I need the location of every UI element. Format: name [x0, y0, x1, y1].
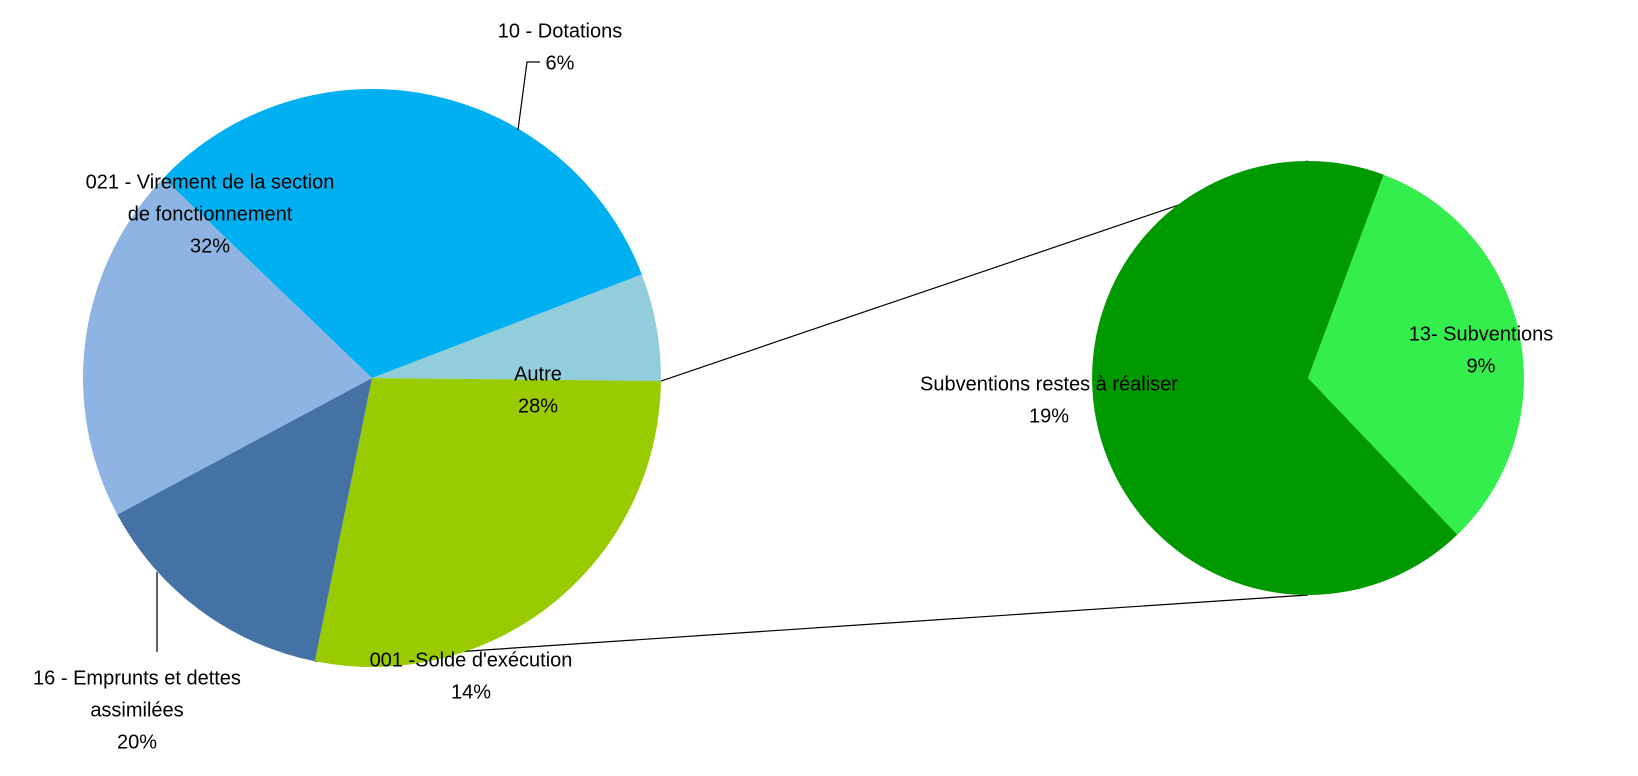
- main-slice-16-emprunts-et-dettes: [82, 177, 372, 515]
- main-pie: [82, 89, 661, 668]
- leader-lines: [156, 61, 540, 652]
- main-label-001-solde-d-execution: 001 -Solde d'exécution 14%: [370, 649, 573, 703]
- main-label-021-virement-de-la-section: 021 - Virement de la section de fonctionn…: [86, 171, 335, 257]
- connector-line-bottom: [314, 594, 1309, 662]
- main-label-10-dotations: 10 - Dotations 6%: [498, 20, 623, 74]
- data-labels: 10 - Dotations 6% Autre 28% 001 -Solde d'exé…: [33, 20, 1553, 753]
- main-slice-autre: [314, 378, 661, 668]
- secondary-label-13-subventions: 13- Subventions 9%: [1409, 323, 1554, 377]
- main-label-16-emprunts-et-dettes: 16 - Emprunts et dettes assimilées 20%: [33, 667, 241, 753]
- main-leader-10-dotations: [517, 61, 540, 131]
- secondary-pie: [1092, 160, 1524, 595]
- main-slice-021-virement-de-la-section: [163, 89, 642, 378]
- main-label-autre: Autre 28%: [514, 363, 562, 417]
- main-slice-001-solde-d-execution: [117, 378, 372, 662]
- secondary-slice-subventions-restes-a-realiser: [1092, 160, 1458, 595]
- main-slice-10-dotations: [372, 274, 661, 382]
- secondary-slice-13-subventions: [1308, 174, 1524, 535]
- secondary-label-subventions-restes-a-realiser: Subventions restes à réaliser 19%: [920, 373, 1178, 427]
